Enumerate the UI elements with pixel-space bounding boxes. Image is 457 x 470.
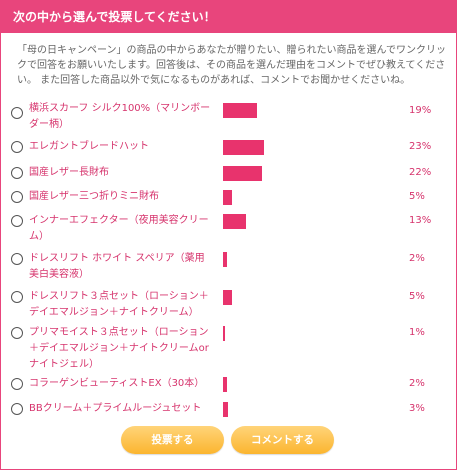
radio-button[interactable] — [11, 141, 23, 153]
result-bar — [223, 252, 227, 267]
result-bar — [223, 402, 228, 417]
radio-button[interactable] — [11, 215, 23, 227]
result-bar — [223, 103, 257, 118]
option-label: 横浜スカーフ シルク100%（マリンボーダー柄） — [29, 103, 211, 130]
option-label: インナーエフェクター（夜用美容クリーム） — [29, 215, 209, 242]
option-label: ドレスリフト３点セット（ローション＋デイエマルジョン＋ナイトクリーム） — [29, 291, 209, 318]
radio-button[interactable] — [11, 253, 23, 265]
result-percent: 5% — [409, 191, 425, 202]
result-percent: 3% — [409, 403, 425, 414]
result-bar — [223, 377, 227, 392]
result-bar — [223, 166, 262, 181]
option-label: プリマモイスト３点セット（ローション＋デイエマルジョン＋ナイトクリームorナイト… — [29, 327, 209, 370]
result-percent: 2% — [409, 378, 425, 389]
option-label: ドレスリフト ホワイト スペリア（薬用美白美容液） — [29, 253, 205, 280]
result-percent: 22% — [409, 167, 432, 178]
poll-header: 次の中から選んで投票してください！ — [1, 1, 456, 33]
radio-button[interactable] — [11, 167, 23, 179]
radio-button[interactable] — [11, 291, 23, 303]
result-percent: 19% — [409, 105, 432, 116]
option-label: BBクリーム＋プライムルージュセット — [29, 403, 202, 414]
result-bar — [223, 140, 264, 155]
result-percent: 2% — [409, 253, 425, 264]
result-bar — [223, 290, 232, 305]
result-percent: 1% — [409, 327, 425, 338]
option-label: 国産レザー長財布 — [29, 167, 109, 178]
result-bar — [223, 214, 246, 229]
radio-button[interactable] — [11, 327, 23, 339]
option-label: 国産レザー三つ折りミニ財布 — [29, 191, 159, 202]
result-percent: 13% — [409, 215, 432, 226]
comment-button[interactable]: コメントする — [231, 426, 334, 454]
vote-button[interactable]: 投票する — [121, 426, 224, 454]
result-percent: 5% — [409, 291, 425, 302]
result-bar — [223, 326, 225, 341]
option-label: エレガントブレードハット — [29, 141, 149, 152]
result-percent: 23% — [409, 141, 432, 152]
radio-button[interactable] — [11, 403, 23, 415]
radio-button[interactable] — [11, 378, 23, 390]
option-label: コラーゲンビューティストEX（30本） — [29, 378, 205, 389]
poll-intro-text: 「母の日キャンペーン」の商品の中からあなたが贈りたい、贈られたい商品を選んでワン… — [17, 45, 446, 86]
result-bar — [223, 190, 232, 205]
radio-button[interactable] — [11, 191, 23, 203]
radio-button[interactable] — [11, 107, 23, 119]
